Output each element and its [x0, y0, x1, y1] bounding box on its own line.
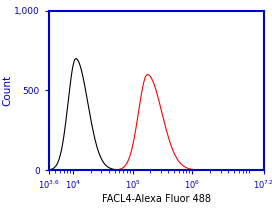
X-axis label: FACL4-Alexa Fluor 488: FACL4-Alexa Fluor 488 — [102, 194, 211, 204]
Y-axis label: Count: Count — [3, 75, 13, 106]
